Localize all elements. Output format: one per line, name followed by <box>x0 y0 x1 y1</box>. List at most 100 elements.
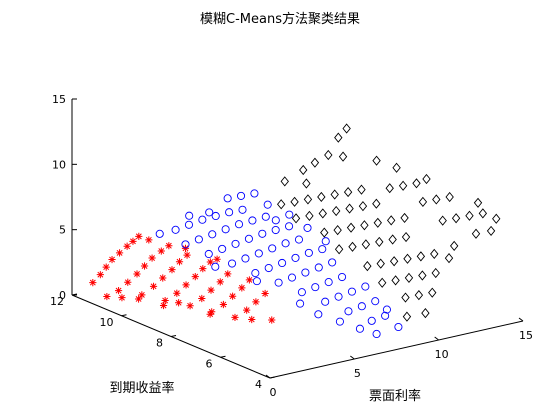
data-point-asterisk <box>148 254 156 262</box>
data-point-circle <box>372 329 381 339</box>
data-point-circle <box>347 287 357 296</box>
data-point-circle <box>278 258 287 268</box>
data-point-diamond <box>398 180 408 191</box>
data-point-circle <box>281 239 290 248</box>
y-tick-mark <box>269 376 276 379</box>
data-point-diamond <box>372 198 381 209</box>
y-tick-label: 6 <box>206 357 213 370</box>
data-point-diamond <box>290 196 299 207</box>
data-point-asterisk <box>140 262 149 270</box>
data-point-circle <box>248 216 257 225</box>
data-point-circle <box>155 229 164 238</box>
data-point-asterisk <box>157 247 165 255</box>
data-point-diamond <box>348 241 357 252</box>
y-tick-label: 8 <box>156 337 163 350</box>
data-point-diamond <box>438 215 447 226</box>
data-point-diamond <box>473 197 483 208</box>
data-point-diamond <box>372 155 381 166</box>
data-point-asterisk <box>238 284 246 292</box>
data-point-diamond <box>388 234 397 245</box>
data-point-asterisk <box>198 294 206 303</box>
data-point-diamond <box>451 213 461 224</box>
data-point-circle <box>271 225 280 235</box>
data-point-asterisk <box>123 242 131 250</box>
data-point-asterisk <box>89 279 97 287</box>
data-point-diamond <box>418 196 428 208</box>
z-tick-label: 15 <box>52 93 66 106</box>
data-point-circle <box>311 283 320 292</box>
data-point-asterisk <box>115 249 124 257</box>
data-point-diamond <box>333 225 342 236</box>
data-point-circle <box>251 269 260 278</box>
data-point-diamond <box>361 239 371 250</box>
data-point-circle <box>258 229 267 238</box>
y-axis-label: 到期收益率 <box>109 380 174 396</box>
data-point-circle <box>357 302 366 311</box>
data-point-asterisk <box>118 294 126 302</box>
data-point-circle <box>361 282 370 291</box>
data-point-circle <box>297 288 306 297</box>
data-point-circle <box>285 222 294 231</box>
data-point-circle <box>225 208 234 217</box>
data-point-diamond <box>338 151 348 162</box>
data-point-circle <box>271 216 280 225</box>
data-point-circle <box>337 272 347 282</box>
data-point-circle <box>285 210 294 219</box>
data-point-circle <box>252 277 261 286</box>
data-point-diamond <box>401 231 411 243</box>
data-point-circle <box>381 311 390 320</box>
data-point-circle <box>205 208 214 217</box>
x-tick-label: 15 <box>519 329 533 342</box>
data-point-diamond <box>486 225 496 237</box>
data-point-diamond <box>401 292 410 303</box>
data-point-diamond <box>378 277 387 288</box>
data-point-asterisk <box>135 232 143 240</box>
data-point-circle <box>221 225 230 234</box>
y-tick-mark <box>121 314 127 317</box>
data-point-circle <box>335 317 344 326</box>
data-point-diamond <box>310 157 320 168</box>
data-point-circle <box>234 220 244 229</box>
data-point-diamond <box>303 194 313 205</box>
y-tick-mark <box>170 335 177 337</box>
data-point-asterisk <box>114 286 123 295</box>
data-point-circle <box>218 244 227 253</box>
data-point-diamond <box>334 132 343 143</box>
data-point-asterisk <box>159 274 167 282</box>
data-point-diamond <box>363 260 372 272</box>
data-point-diamond <box>389 256 399 267</box>
data-point-asterisk <box>248 315 256 324</box>
data-point-diamond <box>317 191 326 203</box>
data-point-diamond <box>400 212 409 224</box>
data-point-circle <box>367 316 376 325</box>
data-point-asterisk <box>108 255 116 264</box>
data-point-asterisk <box>219 300 227 309</box>
x-axis-line <box>269 320 524 379</box>
data-point-asterisk <box>145 236 153 244</box>
data-point-asterisk <box>268 316 276 324</box>
data-point-asterisk <box>245 276 253 284</box>
data-point-circle <box>318 245 327 254</box>
data-point-circle <box>294 235 304 244</box>
data-point-asterisk <box>206 310 214 318</box>
data-point-circle <box>184 220 194 229</box>
data-point-circle <box>344 307 353 316</box>
data-point-circle <box>211 211 220 221</box>
data-point-circle <box>291 253 300 262</box>
data-point-diamond <box>376 258 385 269</box>
data-point-circle <box>328 258 337 267</box>
data-point-circle <box>301 268 310 277</box>
data-point-diamond <box>444 253 454 264</box>
data-point-asterisk <box>149 282 158 290</box>
data-point-circle <box>314 310 323 319</box>
x-tick-mark <box>350 355 355 360</box>
data-point-circle <box>263 200 272 209</box>
data-point-diamond <box>404 272 414 284</box>
data-point-circle <box>198 215 207 224</box>
data-point-circle <box>264 263 273 273</box>
data-point-asterisk <box>138 291 146 299</box>
data-point-circle <box>321 297 330 306</box>
data-point-diamond <box>414 290 424 301</box>
data-point-diamond <box>305 210 314 221</box>
